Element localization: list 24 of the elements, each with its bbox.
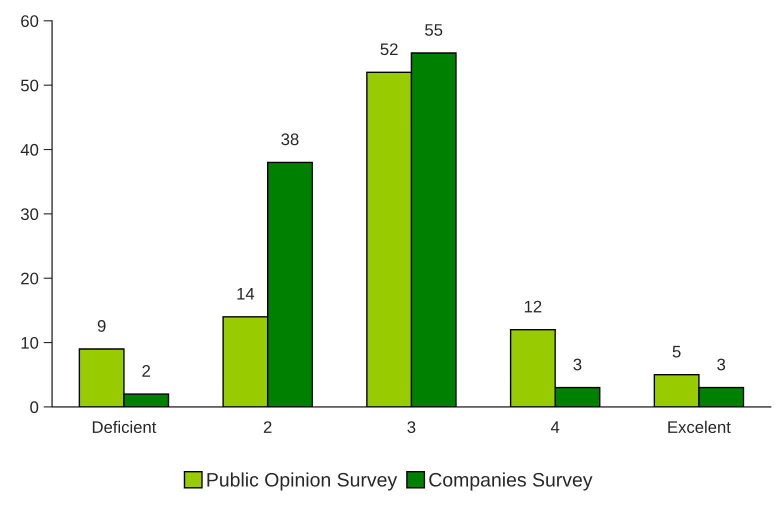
data-label: 3 (573, 358, 582, 370)
data-label: 3 (717, 358, 726, 370)
data-label: 55 (425, 24, 442, 36)
y-tick-label: 10 (22, 336, 38, 349)
data-label: 2 (142, 365, 150, 377)
y-tick-label: 0 (30, 401, 38, 414)
data-label: 5 (672, 346, 681, 358)
x-tick-label: Deficient (92, 420, 156, 434)
y-tick-label: 40 (20, 144, 38, 156)
x-tick-label: 3 (407, 421, 416, 434)
legend-label: Public Opinion Survey (207, 472, 398, 490)
y-tick-label: 50 (20, 80, 38, 92)
data-label: 12 (524, 300, 542, 312)
data-label: 38 (281, 133, 298, 146)
y-tick-label: 20 (21, 272, 38, 284)
data-label: 52 (380, 43, 398, 56)
legend-label: Companies Survey (429, 472, 592, 490)
data-label: 9 (98, 320, 106, 332)
y-tick-label: 60 (21, 15, 38, 28)
x-tick-label: 4 (550, 421, 560, 433)
y-tick-label: 30 (20, 208, 38, 220)
x-tick-label: 2 (264, 421, 272, 433)
data-label: 14 (237, 288, 254, 300)
x-tick-label: Excelent (668, 420, 731, 434)
